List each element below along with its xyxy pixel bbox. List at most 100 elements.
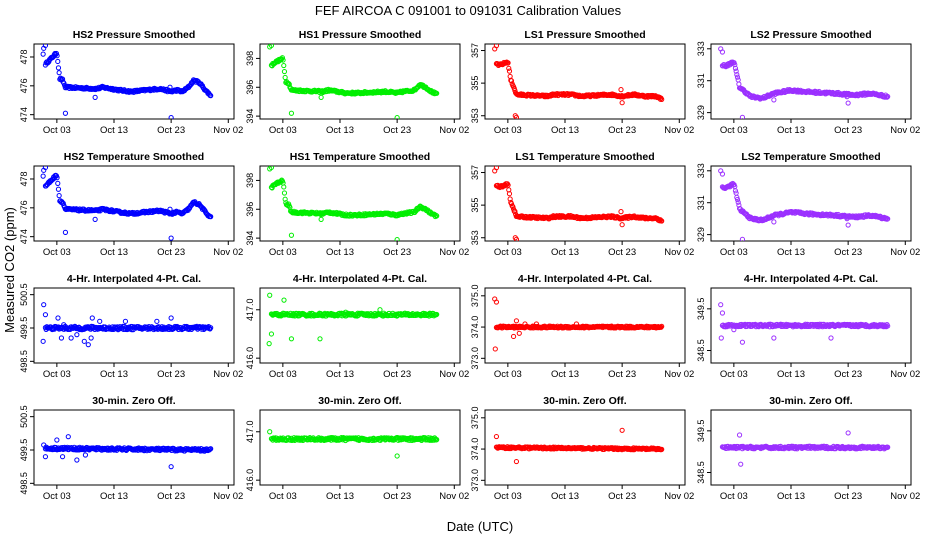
x-tick-label: Oct 03 [43,125,71,136]
x-tick-label: Nov 02 [213,247,243,258]
x-tick-label: Oct 13 [100,369,128,380]
outlier-point [268,331,275,337]
data-points [718,302,891,345]
y-tick-label: 353 [470,230,480,245]
panel-title: 4-Hr. Interpolated 4-Pt. Cal. [744,273,878,285]
y-tick-label: 355 [470,198,480,213]
data-point [658,324,664,330]
outlier-point [62,110,69,116]
y-tick-label: 500.5 [19,283,29,306]
x-tick-label: Oct 03 [494,125,522,136]
outlier-point [771,219,777,225]
data-points [492,44,665,119]
outlier-point [167,206,173,212]
data-points [266,292,440,347]
data-point [659,96,665,102]
outlier-point [288,110,295,116]
data-point [145,326,151,332]
data-points [267,44,440,119]
y-tick-label: 373.0 [470,469,480,492]
outlier-point [89,315,95,321]
data-point [508,78,515,84]
x-tick-label: Nov 02 [890,247,920,258]
data-point [510,204,516,210]
outlier-point [619,427,625,433]
x-tick-label: Nov 02 [213,369,243,380]
outlier-point [55,315,61,321]
panel-frame [710,43,912,120]
outlier-point [42,44,49,49]
x-tick-label: Oct 23 [157,491,185,502]
data-point [208,325,214,331]
y-tick-label: 476 [19,200,29,215]
y-tick-label: 498.5 [19,472,29,495]
y-tick-label: 349.5 [696,420,706,443]
outlier-point [59,454,66,460]
outlier-point [719,171,726,177]
data-point [54,175,60,181]
outlier-point [268,166,275,171]
x-tick-label: Oct 03 [494,369,522,380]
x-tick-label: Oct 13 [100,125,128,136]
x-tick-label: Nov 02 [439,369,469,380]
data-point [506,191,513,197]
panel-10: 4-Hr. Interpolated 4-Pt. Cal. Oct 03 Oct 1… [245,273,469,380]
y-tick-label: 417.0 [245,421,255,444]
y-tick-label: 500.5 [19,405,29,428]
x-tick-label: Oct 03 [43,247,71,258]
x-tick-label: Oct 03 [720,491,748,502]
y-tick-label: 353 [470,108,480,123]
data-point [54,53,60,59]
x-tick-label: Oct 03 [269,247,297,258]
outlier-point [92,94,98,100]
y-tick-label: 373.0 [470,347,480,370]
x-tick-label: Oct 03 [269,369,297,380]
outlier-point [42,454,49,460]
outlier-point [619,222,625,228]
panel-frame [259,409,461,486]
x-tick-label: Oct 23 [157,125,185,136]
outlier-point [88,335,94,341]
data-point [659,218,665,224]
panel-title: LS1 Temperature Smoothed [515,151,654,163]
data-point [434,437,440,443]
outlier-point [92,216,98,222]
x-tick-label: Nov 02 [439,491,469,502]
panel-frame [710,287,912,364]
x-tick-label: Oct 13 [777,491,805,502]
data-point [208,446,214,452]
panel-3: LS1 Pressure Smoothed Oct 03 Oct 13 Oct 23 N… [470,29,694,136]
x-tick-label: Oct 03 [269,491,297,502]
data-point [208,214,214,220]
x-tick-label: Oct 23 [608,491,636,502]
y-tick-label: 478 [19,49,29,64]
x-tick-label: Oct 03 [494,247,522,258]
panel-title: LS2 Pressure Smoothed [750,29,871,41]
panel-frame [259,43,461,120]
x-axis-label: Date (UTC) [447,519,513,534]
x-tick-label: Oct 23 [608,369,636,380]
outlier-point [845,100,851,106]
x-tick-label: Oct 03 [720,369,748,380]
data-point [403,437,410,443]
outlier-point [492,346,498,352]
outlier-point [74,457,80,463]
panel-frame [710,165,912,242]
data-point [885,216,891,222]
x-tick-label: Nov 02 [890,369,920,380]
panel-14: 30-min. Zero Off. Oct 03 Oct 13 Oct 23 Nov 0… [245,395,469,502]
outlier-point [533,321,540,327]
y-tick-label: 331 [696,73,706,88]
y-tick-label: 357 [470,165,480,180]
data-point [512,208,518,214]
y-tick-label: 357 [470,43,480,58]
panel-2: HS1 Pressure Smoothed Oct 03 Oct 13 Oct 23 N… [245,29,469,136]
x-tick-label: Oct 13 [551,125,579,136]
x-tick-label: Oct 23 [834,491,862,502]
outlier-point [845,222,851,228]
y-tick-label: 398 [245,173,255,188]
data-points [267,166,440,241]
outlier-point [510,333,517,340]
y-tick-label: 374.0 [470,438,480,461]
panel-title: LS2 Temperature Smoothed [741,151,880,163]
